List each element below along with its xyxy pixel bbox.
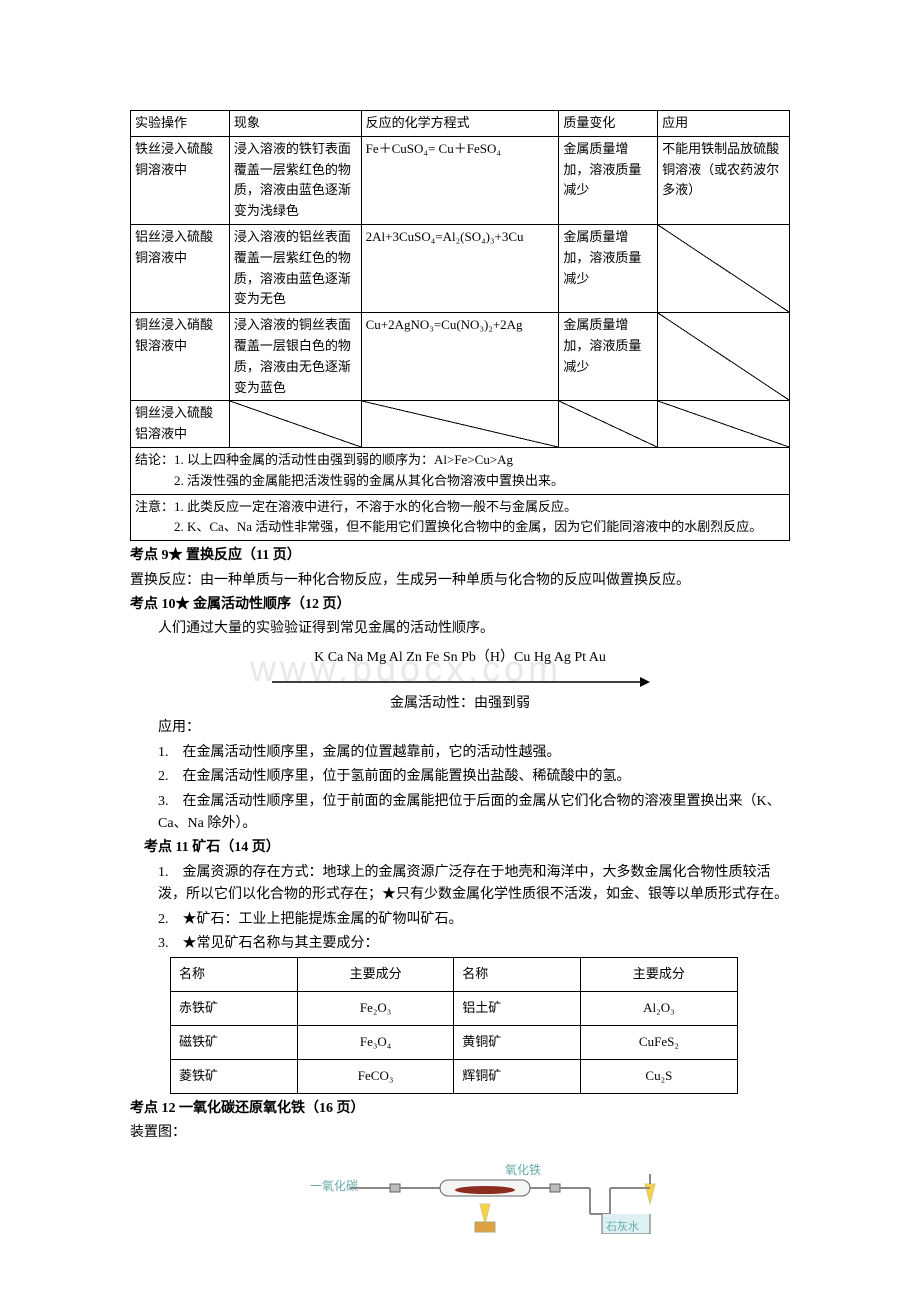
conclusion-row: 结论：1. 以上四种金属的活动性由强到弱的顺序为：Al>Fe>Cu>Ag 2. …: [131, 447, 790, 494]
ore-cell: CuFeS₂: [581, 1025, 737, 1059]
kp11-title: 考点 11 矿石（14 页）: [130, 837, 790, 859]
app-1: 1. 在金属活动性顺序里，金属的位置越靠前，它的活动性越强。: [130, 742, 790, 764]
cell: 铜丝浸入硫酸铝溶液中: [131, 401, 230, 448]
cell-empty: [658, 224, 790, 312]
activity-arrow: [270, 675, 650, 689]
app-3: 3. 在金属活动性顺序里，位于前面的金属能把位于后面的金属从它们化合物的溶液里置…: [130, 791, 790, 836]
note: 注意：1. 此类反应一定在溶液中进行，不溶于水的化合物一般不与金属反应。 2. …: [131, 494, 790, 541]
cell: 金属质量增加，溶液质量减少: [559, 313, 658, 401]
ore-table: 名称 主要成分 名称 主要成分 赤铁矿 Fe₂O₃ 铝土矿 Al₂O₃ 磁铁矿 …: [170, 957, 738, 1093]
kp9-body: 置换反应：由一种单质与一种化合物反应，生成另一种单质与化合物的反应叫做置换反应。: [130, 570, 790, 592]
arrow-label: 金属活动性：由强到弱: [130, 693, 790, 715]
ore-h4: 主要成分: [581, 958, 737, 992]
col-app: 应用: [658, 111, 790, 137]
cell: 铜丝浸入硝酸银溶液中: [131, 313, 230, 401]
cell: 铝丝浸入硫酸铜溶液中: [131, 224, 230, 312]
cell: Fe＋CuSO₄= Cu＋FeSO₄: [361, 136, 559, 224]
ore-h3: 名称: [454, 958, 581, 992]
conclusion-1: 结论：1. 以上四种金属的活动性由强到弱的顺序为：Al>Fe>Cu>Ag: [135, 452, 513, 467]
table-row: 铁丝浸入硫酸铜溶液中 浸入溶液的铁钉表面覆盖一层紫红色的物质，溶液由蓝色逐渐变为…: [131, 136, 790, 224]
ore-cell: Cu₂S: [581, 1059, 737, 1093]
ore-cell: FeCO₃: [297, 1059, 453, 1093]
ore-cell: 黄铜矿: [454, 1025, 581, 1059]
col-phenomenon: 现象: [229, 111, 361, 137]
kp10-intro: 人们通过大量的实验验证得到常见金属的活动性顺序。: [130, 618, 790, 640]
cell: Cu+2AgNO₃=Cu(NO₃)₂+2Ag: [361, 313, 559, 401]
kp11-item-1: 1. 金属资源的存在方式：地球上的金属资源广泛存在于地壳和海洋中，大多数金属化合…: [130, 862, 790, 907]
ore-cell: Al₂O₃: [581, 992, 737, 1026]
kp9-title: 考点 9★ 置换反应（11 页）: [130, 545, 790, 567]
ore-cell: 磁铁矿: [171, 1025, 298, 1059]
ore-cell: Fe₃O₄: [297, 1025, 453, 1059]
cell: 浸入溶液的铁钉表面覆盖一层紫红色的物质，溶液由蓝色逐渐变为浅绿色: [229, 136, 361, 224]
table-header-row: 实验操作 现象 反应的化学方程式 质量变化 应用: [131, 111, 790, 137]
cell: 铁丝浸入硫酸铜溶液中: [131, 136, 230, 224]
app-label: 应用：: [130, 717, 790, 739]
kp11-item-3: 3. ★常见矿石名称与其主要成分：: [130, 933, 790, 955]
cell-empty: [229, 401, 361, 448]
ore-row: 菱铁矿 FeCO₃ 辉铜矿 Cu₂S: [171, 1059, 738, 1093]
ore-row: 赤铁矿 Fe₂O₃ 铝土矿 Al₂O₃: [171, 992, 738, 1026]
conclusion-2: 2. 活泼性强的金属能把活泼性弱的金属从其化合物溶液中置换出来。: [135, 473, 564, 488]
ore-cell: 辉铜矿: [454, 1059, 581, 1093]
kp11-item-2: 2. ★矿石：工业上把能提炼金属的矿物叫矿石。: [130, 909, 790, 931]
cell: 金属质量增加，溶液质量减少: [559, 224, 658, 312]
table-row: 铜丝浸入硝酸银溶液中 浸入溶液的铜丝表面覆盖一层银白色的物质，溶液由无色逐渐变为…: [131, 313, 790, 401]
cell: 金属质量增加，溶液质量减少: [559, 136, 658, 224]
table-row: 铜丝浸入硫酸铝溶液中: [131, 401, 790, 448]
app-2: 2. 在金属活动性顺序里，位于氢前面的金属能置换出盐酸、稀硫酸中的氢。: [130, 766, 790, 788]
cell: 不能用铁制品放硫酸铜溶液（或农药波尔多液）: [658, 136, 790, 224]
col-mass: 质量变化: [559, 111, 658, 137]
activity-series: K Ca Na Mg Al Zn Fe Sn Pb（H）Cu Hg Ag Pt …: [130, 647, 790, 669]
ore-h1: 名称: [171, 958, 298, 992]
label-co: 一氧化碳: [310, 1179, 358, 1193]
label-feo: 氧化铁: [505, 1163, 541, 1177]
cell-empty: [559, 401, 658, 448]
col-operation: 实验操作: [131, 111, 230, 137]
ore-h2: 主要成分: [297, 958, 453, 992]
ore-cell: Fe₂O₃: [297, 992, 453, 1026]
label-lime: 石灰水: [606, 1219, 639, 1233]
col-equation: 反应的化学方程式: [361, 111, 559, 137]
ore-row: 磁铁矿 Fe₃O₄ 黄铜矿 CuFeS₂: [171, 1025, 738, 1059]
cell: 浸入溶液的铜丝表面覆盖一层银白色的物质，溶液由无色逐渐变为蓝色: [229, 313, 361, 401]
cell-empty: [658, 313, 790, 401]
table-row: 铝丝浸入硫酸铜溶液中 浸入溶液的铝丝表面覆盖一层紫红色的物质，溶液由蓝色逐渐变为…: [131, 224, 790, 312]
note-1: 注意：1. 此类反应一定在溶液中进行，不溶于水的化合物一般不与金属反应。: [135, 499, 577, 514]
kp12-title: 考点 12 一氧化碳还原氧化铁（16 页）: [130, 1098, 790, 1120]
ore-cell: 赤铁矿: [171, 992, 298, 1026]
ore-cell: 铝土矿: [454, 992, 581, 1026]
kp10-title: 考点 10★ 金属活动性顺序（12 页）: [130, 594, 790, 616]
kp12-sub: 装置图：: [130, 1122, 790, 1144]
apparatus-diagram: 一氧化碳 氧化铁 石灰水: [130, 1154, 790, 1242]
cell: 2Al+3CuSO₄=Al₂(SO₄)₃+3Cu: [361, 224, 559, 312]
cell-empty: [658, 401, 790, 448]
note-row: 注意：1. 此类反应一定在溶液中进行，不溶于水的化合物一般不与金属反应。 2. …: [131, 494, 790, 541]
experiment-table: 实验操作 现象 反应的化学方程式 质量变化 应用 铁丝浸入硫酸铜溶液中 浸入溶液…: [130, 110, 790, 541]
cell: 浸入溶液的铝丝表面覆盖一层紫红色的物质，溶液由蓝色逐渐变为无色: [229, 224, 361, 312]
note-2: 2. K、Ca、Na 活动性非常强，但不能用它们置换化合物中的金属，因为它们能同…: [135, 519, 762, 534]
ore-cell: 菱铁矿: [171, 1059, 298, 1093]
ore-header-row: 名称 主要成分 名称 主要成分: [171, 958, 738, 992]
cell-empty: [361, 401, 559, 448]
conclusion: 结论：1. 以上四种金属的活动性由强到弱的顺序为：Al>Fe>Cu>Ag 2. …: [131, 447, 790, 494]
